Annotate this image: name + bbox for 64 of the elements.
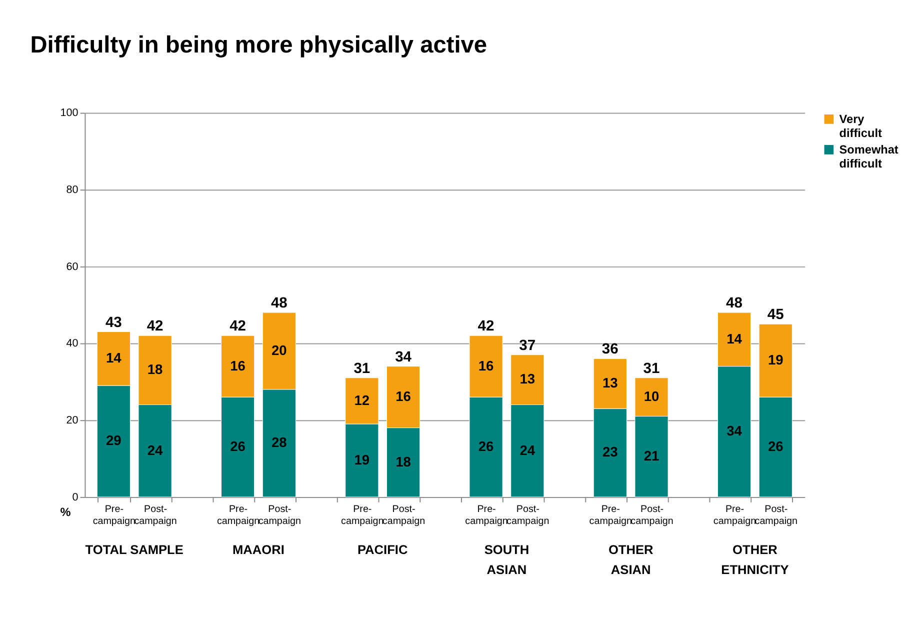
x-tick-label: Post-campaign: [754, 504, 798, 528]
total-label: 31: [643, 360, 660, 377]
total-label: 43: [105, 314, 122, 331]
data-label: 19: [768, 352, 784, 368]
data-label: 28: [271, 435, 288, 450]
total-label: 34: [395, 349, 412, 366]
legend-label: Very difficult: [839, 112, 882, 140]
data-label: 18: [396, 454, 412, 470]
total-label: 42: [478, 318, 494, 335]
x-tick-label: Pre-campaign: [341, 504, 384, 528]
total-label: 37: [519, 338, 536, 354]
data-label: 14: [106, 350, 122, 366]
text: OTHER ETHNICITY: [721, 542, 790, 577]
data-label: 19: [354, 452, 370, 468]
data-label: 29: [106, 433, 122, 448]
x-tick-label: Pre-campaign: [713, 504, 756, 528]
data-label: 23: [602, 444, 618, 460]
data-label: 26: [478, 438, 494, 454]
data-label: 16: [230, 358, 246, 374]
y-tick-label: 20: [66, 414, 78, 427]
data-label: 10: [644, 389, 660, 404]
data-label: 13: [602, 376, 618, 391]
data-label: 24: [520, 442, 536, 458]
y-tick-label: 100: [60, 107, 78, 120]
data-label: 13: [520, 372, 536, 387]
x-tick-label: Post-campaign: [258, 504, 302, 528]
data-label: 18: [147, 362, 164, 378]
legend-label: Somewhat difficult: [839, 142, 898, 170]
x-tick-label: Pre-campaign: [589, 504, 632, 528]
data-label: 16: [478, 358, 494, 374]
x-tick-label: Pre-campaign: [216, 504, 260, 528]
text: TOTAL SAMPLE: [85, 542, 184, 558]
y-axis-title: %: [60, 505, 72, 520]
y-tick-label: 60: [66, 260, 78, 273]
data-label: 24: [147, 442, 164, 458]
x-tick-label: Pre-campaign: [465, 504, 508, 528]
total-label: 31: [354, 360, 370, 377]
y-tick-label: 0: [72, 491, 78, 504]
chart-title: Difficulty in being more physically active: [30, 32, 488, 59]
total-label: 45: [767, 307, 784, 324]
data-label: 21: [644, 448, 660, 464]
x-tick-label: Post-campaign: [134, 504, 177, 528]
data-label: 16: [396, 389, 412, 404]
x-tick-label: Post-campaign: [382, 504, 426, 528]
total-label: 48: [270, 296, 288, 312]
total-label: 42: [230, 318, 246, 335]
x-tick-label: Pre-campaign: [92, 504, 136, 528]
data-label: 26: [230, 438, 246, 454]
x-tick-label: Post-campaign: [630, 504, 674, 528]
x-tick-label: Post-campaign: [506, 504, 550, 528]
text: SOUTH ASIAN: [484, 542, 530, 577]
total-label: 36: [602, 342, 618, 358]
text: OTHER ASIAN: [608, 542, 654, 577]
total-label: 42: [146, 318, 164, 335]
text: MAAORI: [232, 542, 284, 558]
total-label: 48: [726, 296, 742, 312]
y-tick-label: 80: [66, 184, 78, 196]
data-label: 12: [354, 392, 370, 408]
data-label: 14: [726, 331, 742, 346]
text: PACIFIC: [357, 542, 408, 558]
data-label: 26: [768, 438, 784, 454]
data-label: 20: [271, 342, 288, 358]
data-label: 34: [726, 424, 742, 439]
y-tick-label: 40: [66, 338, 78, 350]
